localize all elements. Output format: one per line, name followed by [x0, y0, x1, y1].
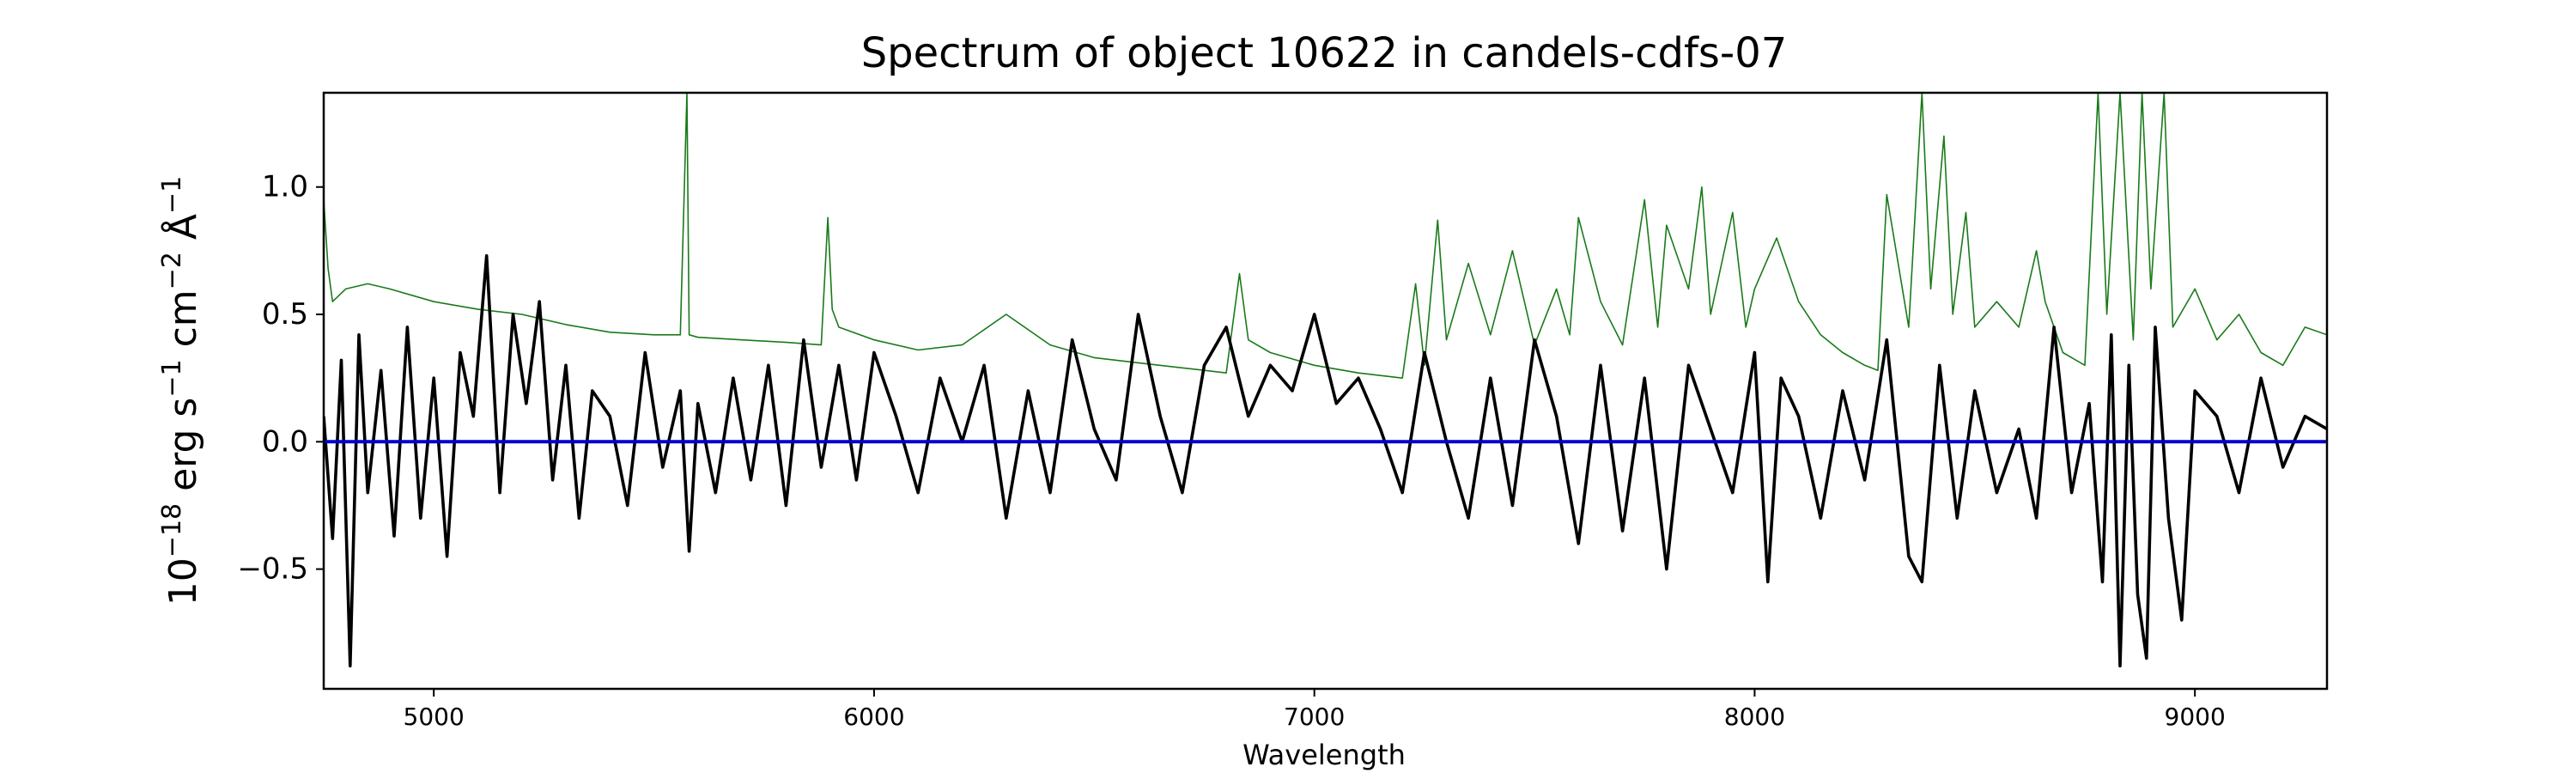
y-label-mid1: erg s	[161, 398, 205, 503]
series-layer	[324, 93, 2327, 668]
plot-frame	[322, 91, 2329, 691]
x-axis: 5000 6000 7000 8000 9000	[404, 689, 2226, 731]
x-axis-label: Wavelength	[1242, 739, 1406, 771]
y-label-exp3: −2	[157, 252, 187, 289]
y-tick-label: 1.0	[262, 170, 308, 204]
y-tick-label: −0.5	[237, 552, 308, 587]
x-tick-label: 9000	[2165, 703, 2226, 731]
x-tick-label: 7000	[1284, 703, 1345, 731]
x-tick-label: 8000	[1724, 703, 1785, 731]
y-label-mid2: cm	[161, 289, 205, 359]
y-axis-label: 10−18 erg s−1 cm−2 Å−1	[157, 176, 205, 606]
x-tick-label: 6000	[843, 703, 904, 731]
y-label-exp4: −1	[157, 176, 187, 214]
noise-series-line	[324, 93, 2327, 380]
y-axis: −0.5 0.0 0.5 1.0	[237, 170, 324, 587]
x-tick-label: 5000	[404, 703, 465, 731]
y-label-base: 10	[161, 557, 205, 606]
chart-title: Spectrum of object 10622 in candels-cdfs…	[861, 29, 1788, 77]
y-label-mid3: Å	[160, 214, 205, 252]
flux-series-line	[324, 253, 2327, 668]
y-label-exp2: −1	[157, 359, 187, 397]
y-tick-label: 0.5	[262, 297, 308, 332]
y-label-exp1: −18	[157, 503, 187, 557]
y-tick-label: 0.0	[262, 424, 308, 459]
